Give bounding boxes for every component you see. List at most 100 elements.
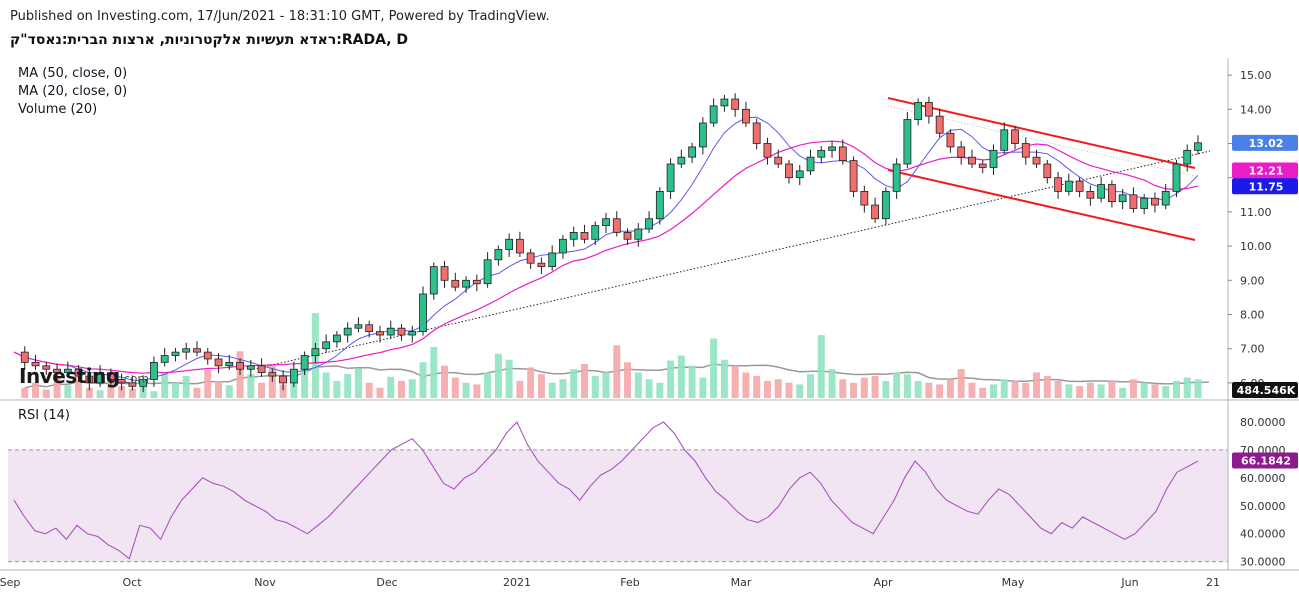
volume-bar [344,374,352,398]
candle-body [731,98,740,110]
candle-body [203,351,212,360]
volume-bar [1086,382,1094,398]
candle-body [1118,194,1127,203]
volume-bar [258,382,266,398]
candle-body [128,382,137,387]
volume-bar [32,382,40,398]
volume-legend[interactable]: Volume (20) [18,102,98,117]
candle-body [752,122,761,144]
candle-body [935,115,944,134]
volume-bar [1065,384,1073,398]
rsi-legend[interactable]: RSI (14) [18,408,70,423]
volume-bar [42,389,50,398]
volume-bar [96,390,104,398]
volume-bar [1183,377,1191,398]
candle-body [1021,143,1030,158]
time-tick-label: 21 [1206,576,1220,589]
candle-body [785,163,793,179]
volume-bar [376,387,384,398]
candle-body [193,348,201,353]
ma50-value-tag-bg [1232,162,1298,179]
candle-body [106,372,115,380]
rsi-line [13,421,1199,560]
candle-body [666,163,675,192]
candle-body [20,351,29,363]
ma20-line [13,116,1199,382]
candle-body [1107,184,1116,203]
volume-bar [204,369,212,398]
candle-body [634,228,643,240]
candle-body [74,368,83,377]
candle-body [1086,190,1095,199]
candle-body [957,146,966,158]
candle-body [655,190,664,220]
candle-body [559,238,567,254]
volume-bar [322,372,330,398]
candle-body [279,375,287,384]
candle-body [968,156,976,165]
moving-averages [13,116,1199,382]
candle-body [806,156,815,172]
volume-bar [893,372,901,398]
candle-body [440,266,449,281]
candle-body [505,238,514,250]
volume-bar [225,385,233,398]
candle-body [96,372,105,384]
symbol-title: ראדא תעשיות אלקטרוניות, ארצות הברית:נאסד… [10,32,409,48]
candle-body [828,146,836,151]
candle-body [42,365,51,370]
candle-body [591,225,600,240]
candle-body [602,218,610,226]
volume-bar [785,382,793,398]
candle-body [236,361,244,370]
time-tick-label: 2021 [503,576,531,589]
volume-bar [677,355,685,398]
volume-value-tag-bg [1232,382,1298,398]
ma20-legend[interactable]: MA (20, close, 0) [18,84,128,99]
volume-bar [107,379,115,398]
ma50-legend[interactable]: MA (50, close, 0) [18,66,128,81]
candle-body [1161,190,1170,206]
gridlines [8,449,1228,563]
candle-body [1054,177,1062,192]
candle-body [494,249,503,261]
volume-bar [537,374,545,398]
volume-bar [559,379,567,398]
price-tick-label: 11.00 [1240,206,1272,219]
candle-body [978,163,987,168]
candle-body [483,259,492,285]
volume-bar [602,372,610,398]
volume-bar [494,353,502,398]
candle-body [1140,197,1149,209]
candle-body [31,361,40,367]
volume-bar [430,347,438,398]
volume-bar [903,374,911,398]
volume-bar [753,375,761,398]
axis-labels: 15.0014.0013.0012.0011.0010.009.008.007.… [0,69,1298,589]
volume-bar [505,359,513,398]
volume-bar [397,381,405,398]
candle-body [709,105,718,124]
volume-bar [290,379,298,398]
volume-bar [882,381,890,398]
volume-bar [1000,379,1008,398]
volume-bar [64,385,72,398]
candle-body [720,98,729,107]
volume-bar [817,335,825,398]
candle-body [322,341,331,350]
candle-body [742,108,750,124]
candle-body [182,348,191,353]
time-tick-label: Nov [254,576,276,589]
candle-body [946,132,955,148]
volume-bar [1172,381,1180,398]
candle-body [774,156,783,165]
volume-bar [720,359,728,398]
volume-bar [656,382,664,398]
candle-body [333,334,341,343]
time-tick-label: May [1002,576,1025,589]
volume-bar [645,379,653,398]
price-tick-label: 10.00 [1240,240,1272,253]
candle-body [300,355,309,370]
volume-bar [1162,386,1170,398]
